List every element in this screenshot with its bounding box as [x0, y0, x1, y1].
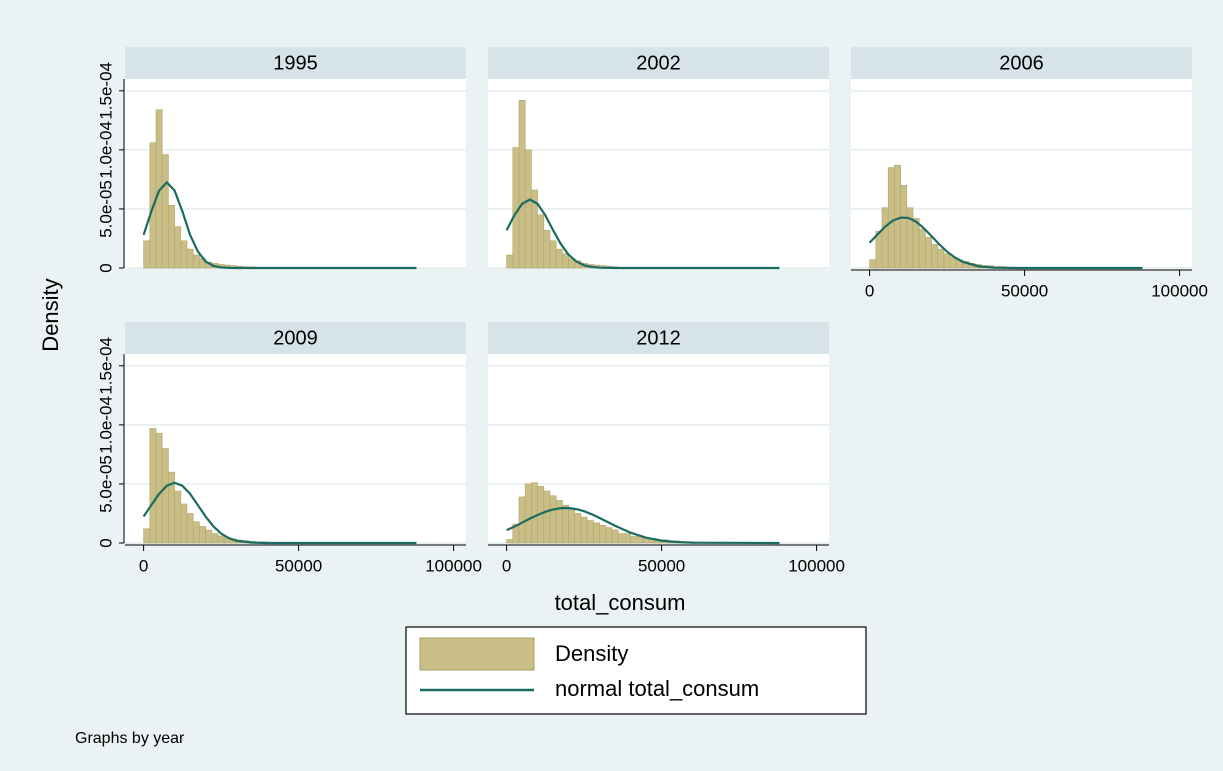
- histogram-bar: [580, 516, 588, 544]
- y-tick-label: 5.0e-05: [96, 180, 115, 238]
- histogram-bar: [543, 490, 551, 544]
- histogram-bar: [875, 231, 883, 269]
- histogram-bar: [937, 248, 945, 269]
- histogram-bar: [549, 240, 557, 269]
- histogram-bar: [161, 154, 169, 269]
- histogram-bar: [149, 428, 157, 544]
- histogram-bar: [518, 496, 526, 544]
- normal-curve: [868, 216, 1143, 270]
- histogram-bar: [506, 254, 514, 269]
- y-tick-label: 5.0e-05: [96, 455, 115, 513]
- legend-label: normal total_consum: [555, 676, 759, 701]
- histogram-bar: [562, 253, 569, 269]
- y-tick-label: 0: [96, 538, 115, 547]
- panel-title: 2009: [273, 327, 318, 349]
- histogram-bar: [186, 513, 194, 544]
- histogram-bar: [574, 513, 582, 544]
- y-tick-label: 1.5e-04: [96, 337, 115, 395]
- histogram-bar: [931, 244, 939, 269]
- histogram-bar: [180, 240, 188, 269]
- x-tick-label: 0: [502, 556, 511, 575]
- panel-header: [125, 322, 466, 354]
- histogram-bar: [918, 228, 926, 269]
- histogram-bar: [562, 504, 569, 544]
- panel-header: [125, 47, 466, 79]
- histogram-bar: [518, 99, 526, 269]
- histogram-bar: [549, 495, 557, 544]
- x-tick-label: 0: [865, 281, 874, 300]
- histogram-bar: [543, 229, 551, 269]
- panel-title: 2012: [636, 327, 681, 349]
- y-tick-label: 1.0e-04: [96, 121, 115, 179]
- legend-swatch: [419, 637, 535, 671]
- histogram-bar: [925, 236, 932, 269]
- histogram-bar: [869, 259, 877, 269]
- histogram-bar: [555, 500, 563, 544]
- histogram-bar: [211, 533, 219, 544]
- panel-title: 2006: [999, 52, 1044, 74]
- histogram-bar: [611, 529, 619, 544]
- normal-curve: [506, 506, 780, 545]
- y-tick-label: 1.5e-04: [96, 62, 115, 120]
- panel-title: 1995: [273, 52, 318, 74]
- histogram-bar: [900, 185, 908, 269]
- x-tick-label: 50000: [275, 556, 322, 575]
- x-tick-label: 100000: [425, 556, 482, 575]
- histogram-bar: [605, 527, 613, 544]
- histogram-bar: [887, 167, 895, 269]
- normal-curve: [505, 198, 780, 270]
- normal-curve: [142, 180, 417, 270]
- legend-label: Density: [555, 641, 628, 666]
- histogram-bar: [617, 533, 631, 544]
- histogram-bar: [599, 524, 607, 544]
- histogram-bar: [568, 509, 576, 544]
- histogram-bar: [555, 248, 563, 269]
- normal-curve: [142, 481, 417, 545]
- note: Graphs by year: [75, 730, 185, 747]
- histogram-bar: [593, 522, 600, 544]
- histogram-bar: [524, 149, 532, 269]
- histogram-bar: [186, 248, 194, 269]
- panel-title: 2002: [636, 52, 681, 74]
- histogram-bar: [199, 526, 206, 544]
- plot-area: [125, 79, 466, 268]
- histogram-bar: [161, 448, 169, 544]
- x-tick-label: 50000: [1001, 281, 1048, 300]
- histogram-bar: [506, 539, 514, 544]
- histogram-bar: [512, 147, 520, 269]
- histogram-bar: [894, 164, 901, 269]
- histogram-bar: [943, 253, 951, 269]
- histogram-bar: [180, 503, 188, 544]
- histogram-bar: [524, 483, 532, 544]
- histogram-bar: [192, 521, 200, 544]
- histogram-bar: [630, 536, 644, 544]
- histogram-bar: [881, 207, 889, 269]
- histogram-bar: [192, 254, 200, 269]
- x-axis-title: total_consum: [555, 590, 686, 615]
- histogram-bar: [174, 490, 182, 544]
- histogram-bar: [168, 205, 175, 269]
- histogram-bar: [143, 240, 151, 269]
- y-tick-label: 0: [96, 263, 115, 272]
- histogram-bar: [912, 218, 920, 269]
- panel-header: [488, 47, 829, 79]
- histogram-bar: [537, 214, 545, 269]
- x-tick-label: 100000: [788, 556, 845, 575]
- histogram-bar: [205, 529, 213, 544]
- histogram-bar: [531, 482, 538, 544]
- y-axis-title: Density: [38, 278, 63, 351]
- x-tick-label: 0: [139, 556, 148, 575]
- histogram-bar: [586, 520, 594, 544]
- y-tick-label: 1.0e-04: [96, 396, 115, 454]
- histogram-bar: [174, 226, 182, 269]
- x-tick-label: 50000: [638, 556, 685, 575]
- histogram-bar: [217, 535, 225, 544]
- histogram-bar: [155, 432, 163, 544]
- histogram-bar: [143, 528, 151, 544]
- x-tick-label: 100000: [1151, 281, 1208, 300]
- panel-header: [488, 322, 829, 354]
- panel-header: [851, 47, 1192, 79]
